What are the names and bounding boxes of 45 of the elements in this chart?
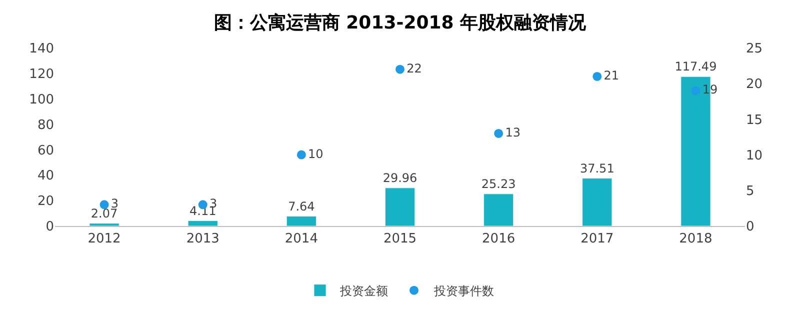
- point: [592, 72, 602, 81]
- data-label: 7.64: [288, 199, 315, 214]
- bar: [188, 220, 218, 226]
- x-tick-label: 2014: [284, 232, 318, 247]
- y-tick-label: 120: [29, 66, 54, 82]
- bar: [286, 216, 316, 226]
- chart-title: 图：公寓运营商 2013-2018 年股权融资情况: [214, 12, 588, 34]
- point: [494, 128, 504, 138]
- y-tick-label: 60: [37, 143, 54, 158]
- y2-tick-label: 15: [746, 112, 763, 128]
- bar: [384, 188, 416, 226]
- x-tick-label: 2013: [186, 232, 220, 247]
- x-tick-label: 2018: [679, 232, 712, 247]
- x-tick-label: 2015: [383, 232, 417, 247]
- data-label: 117.49: [674, 60, 717, 74]
- y-tick-label: 100: [29, 92, 54, 108]
- y-tick-label: 40: [37, 168, 54, 184]
- data-label: 29.96: [382, 170, 418, 185]
- point: [691, 86, 700, 96]
- x-tick-label: 2016: [482, 232, 516, 247]
- y-tick-label: 0: [46, 220, 54, 235]
- data-label: 10: [308, 146, 324, 161]
- y2-tick-label: 10: [746, 148, 763, 164]
- legend-label: 投资金额: [339, 284, 388, 298]
- y-tick-label: 20: [37, 194, 54, 210]
- x-tick-label: 2017: [580, 232, 614, 247]
- data-label: 25.23: [481, 176, 516, 191]
- bar: [89, 223, 120, 226]
- data-label: 22: [406, 61, 422, 76]
- data-label: 13: [505, 125, 520, 140]
- bar: [484, 194, 514, 226]
- data-label: 37.51: [580, 161, 614, 176]
- data-label: 21: [604, 68, 620, 82]
- y2-tick-label: 25: [746, 42, 763, 57]
- y2-tick-label: 5: [746, 184, 754, 199]
- x-tick-label: 2012: [88, 232, 121, 247]
- y2-tick-label: 0: [746, 220, 754, 235]
- point: [296, 150, 306, 160]
- y-tick-label: 140: [29, 42, 54, 57]
- legend-label: 投资事件数: [433, 284, 494, 298]
- y-tick-label: 80: [37, 118, 54, 133]
- y2-tick-label: 20: [746, 77, 763, 92]
- point: [396, 64, 404, 74]
- bar: [582, 178, 612, 226]
- data-label: 19: [702, 82, 718, 97]
